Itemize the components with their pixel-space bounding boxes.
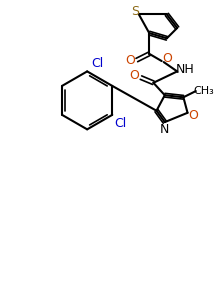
Text: Cl: Cl xyxy=(114,117,127,130)
Text: CH₃: CH₃ xyxy=(194,86,214,96)
Text: O: O xyxy=(129,69,139,82)
Text: O: O xyxy=(126,53,136,67)
Text: O: O xyxy=(162,53,172,65)
Text: NH: NH xyxy=(176,63,195,76)
Text: N: N xyxy=(160,123,170,136)
Text: S: S xyxy=(131,5,139,18)
Text: Cl: Cl xyxy=(91,57,104,69)
Text: O: O xyxy=(188,109,198,122)
